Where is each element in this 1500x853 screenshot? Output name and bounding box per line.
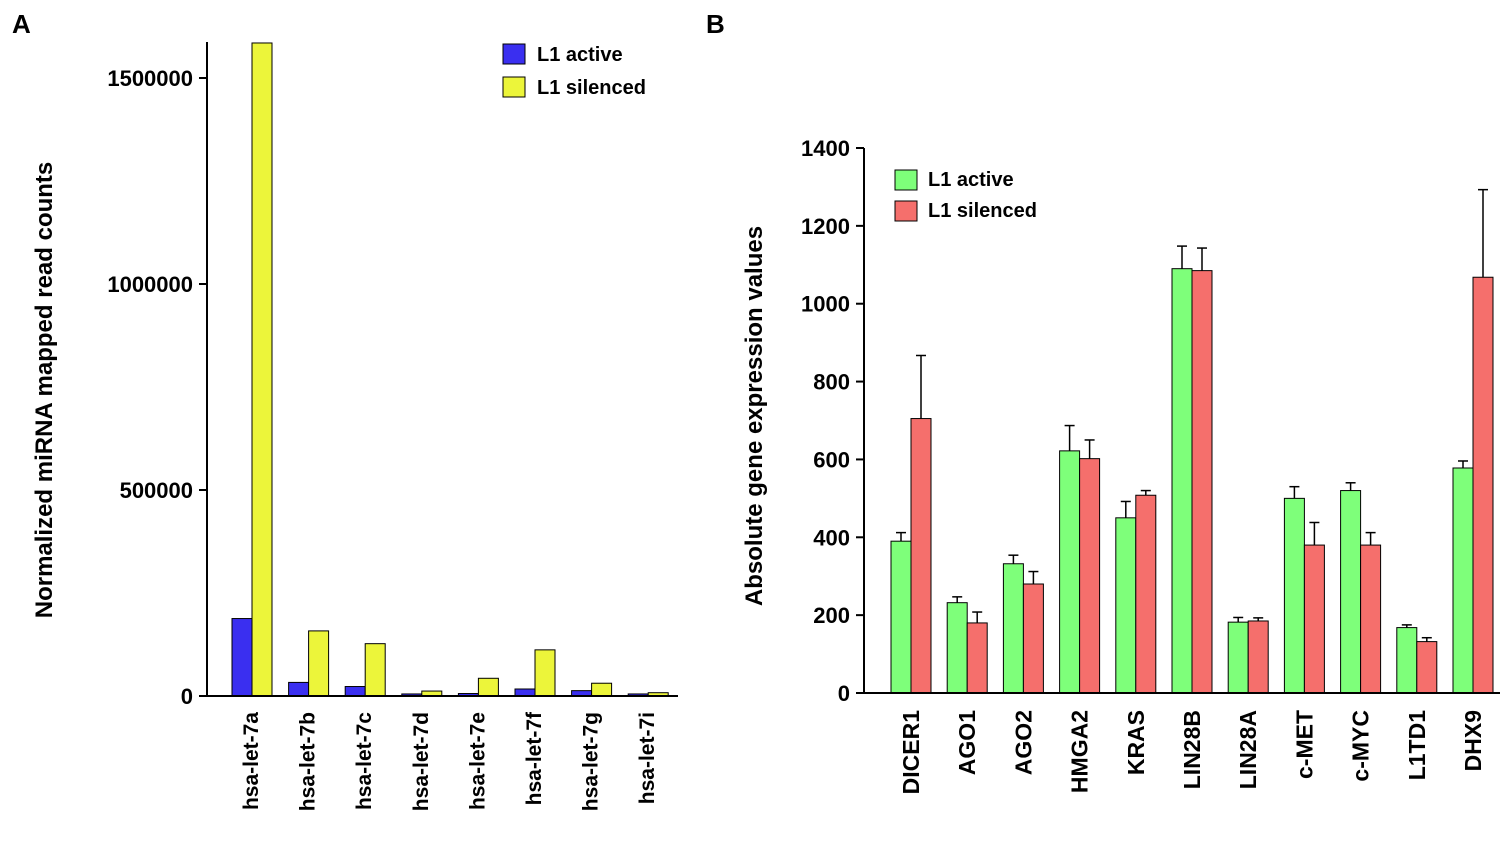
panel-a-legend: L1 active L1 silenced bbox=[502, 43, 646, 99]
panel-a-bar-l1-silenced bbox=[308, 630, 330, 697]
panel-b-bar-l1-silenced bbox=[910, 418, 932, 694]
panel-b-bar-l1-active bbox=[890, 540, 912, 694]
panel-a-bar-l1-silenced bbox=[534, 649, 556, 697]
panel-a-label: A bbox=[12, 9, 31, 39]
panel-b-legend: L1 active L1 silenced bbox=[894, 169, 1037, 222]
panel-a-x-tick-label: hsa-let-7b bbox=[297, 712, 320, 811]
panel-b-bar-l1-active bbox=[1452, 467, 1474, 694]
panel-a-x-tick-label: hsa-let-7e bbox=[466, 712, 489, 810]
panel-a-y-tick-label: 1000000 bbox=[107, 272, 193, 297]
panel-a-bar-l1-active bbox=[514, 688, 536, 697]
panel-b-bar-l1-silenced bbox=[1247, 620, 1269, 694]
panel-a-bar-l1-silenced bbox=[251, 42, 273, 697]
panel-a-legend-label-active: L1 active bbox=[537, 44, 623, 66]
panel-b-x-tick-label: HMGA2 bbox=[1067, 710, 1093, 793]
panel-a-x-tick-label: hsa-let-7a bbox=[240, 712, 263, 810]
panel-b-bar-l1-silenced bbox=[1303, 544, 1325, 694]
panel-a-bar-l1-active bbox=[231, 618, 253, 697]
panel-b-legend-swatch-active bbox=[894, 169, 918, 191]
panel-a-bar-l1-active bbox=[344, 686, 366, 697]
panel-b-legend-label-silenced: L1 silenced bbox=[928, 200, 1037, 222]
panel-a-x-tick-label: hsa-let-7i bbox=[636, 712, 659, 804]
panel-b-y-tick-label: 0 bbox=[838, 681, 850, 706]
panel-a-y-axis-title: Normalized miRNA mapped read counts bbox=[31, 162, 58, 619]
panel-b-bar-l1-active bbox=[1396, 627, 1418, 694]
panel-a-bar-l1-silenced bbox=[364, 643, 386, 697]
panel-b-bar-l1-active bbox=[1227, 621, 1249, 694]
panel-b-x-tick-label: LIN28A bbox=[1235, 710, 1261, 789]
panel-a-x-tick-label: hsa-let-7f bbox=[523, 711, 546, 805]
panel-b-x-tick-label: L1TD1 bbox=[1404, 710, 1430, 781]
panel-a-x-tick-label: hsa-let-7c bbox=[353, 712, 376, 810]
panel-b-bar-l1-silenced bbox=[966, 622, 988, 694]
panel-b-bar-l1-silenced bbox=[1416, 641, 1438, 694]
panel-b-y-tick-label: 800 bbox=[813, 370, 850, 395]
panel-b-x-tick-label: KRAS bbox=[1123, 710, 1149, 775]
panel-b-bar-l1-active bbox=[1171, 268, 1193, 694]
panel-b-y-tick-label: 400 bbox=[813, 525, 850, 550]
panel-b-x-tick-label: AGO1 bbox=[954, 710, 980, 775]
panel-b-y-tick-label: 200 bbox=[813, 603, 850, 628]
panel-a-bar-l1-active bbox=[288, 681, 310, 697]
panel-b-bar-l1-active bbox=[1002, 563, 1024, 694]
panel-b-x-tick-label: AGO2 bbox=[1010, 710, 1036, 775]
panel-a-y-tick-label: 1500000 bbox=[107, 66, 193, 91]
panel-b-y-tick-label: 1200 bbox=[801, 214, 850, 239]
panel-a-chart: A Normalized miRNA mapped read counts 0 5… bbox=[12, 9, 678, 811]
panel-b-legend-label-active: L1 active bbox=[928, 169, 1014, 191]
panel-b-bar-l1-active bbox=[1059, 450, 1081, 694]
panel-b-bar-l1-active bbox=[946, 602, 968, 694]
panel-b-bar-l1-active bbox=[1283, 497, 1305, 694]
panel-b-x-tick-label: DICER1 bbox=[898, 710, 924, 795]
panel-b-y-tick-label: 600 bbox=[813, 447, 850, 472]
panel-a-x-tick-label: hsa-let-7d bbox=[410, 712, 433, 811]
panel-b-bar-l1-silenced bbox=[1079, 458, 1101, 694]
panel-a-legend-swatch-silenced bbox=[502, 76, 526, 98]
panel-a-bar-l1-silenced bbox=[591, 682, 613, 697]
panel-b-chart: B Absolute gene expression values 0 200 40… bbox=[706, 9, 1500, 794]
panel-a-y-tick-label: 500000 bbox=[120, 478, 193, 503]
panel-b-bar-l1-silenced bbox=[1360, 544, 1382, 694]
panel-b-x-tick-label: DHX9 bbox=[1460, 710, 1486, 771]
panel-a-x-tick-label: hsa-let-7g bbox=[580, 712, 603, 811]
panel-b-bar-l1-silenced bbox=[1472, 276, 1494, 694]
panel-b-x-tick-label: c-MYC bbox=[1348, 710, 1374, 782]
panel-a-bar-l1-silenced bbox=[477, 677, 499, 697]
panel-b-y-axis-title: Absolute gene expression values bbox=[741, 226, 768, 606]
panel-a-legend-label-silenced: L1 silenced bbox=[537, 77, 646, 99]
panel-b-bar-l1-silenced bbox=[1022, 583, 1044, 694]
panel-a-y-tick-label: 0 bbox=[181, 684, 193, 709]
panel-a-legend-swatch-active bbox=[502, 43, 526, 65]
panel-b-label: B bbox=[706, 9, 725, 39]
panel-b-y-tick-label: 1000 bbox=[801, 292, 850, 317]
panel-b-bar-l1-silenced bbox=[1191, 270, 1213, 694]
panel-b-bar-l1-silenced bbox=[1135, 494, 1157, 694]
panel-b-x-tick-label: LIN28B bbox=[1179, 710, 1205, 789]
panel-b-y-tick-label: 1400 bbox=[801, 136, 850, 161]
panel-b-x-tick-label: c-MET bbox=[1291, 710, 1317, 779]
panel-b-legend-swatch-silenced bbox=[894, 200, 918, 222]
panel-b-bar-l1-active bbox=[1115, 517, 1137, 694]
panel-b-bar-l1-active bbox=[1340, 490, 1362, 694]
